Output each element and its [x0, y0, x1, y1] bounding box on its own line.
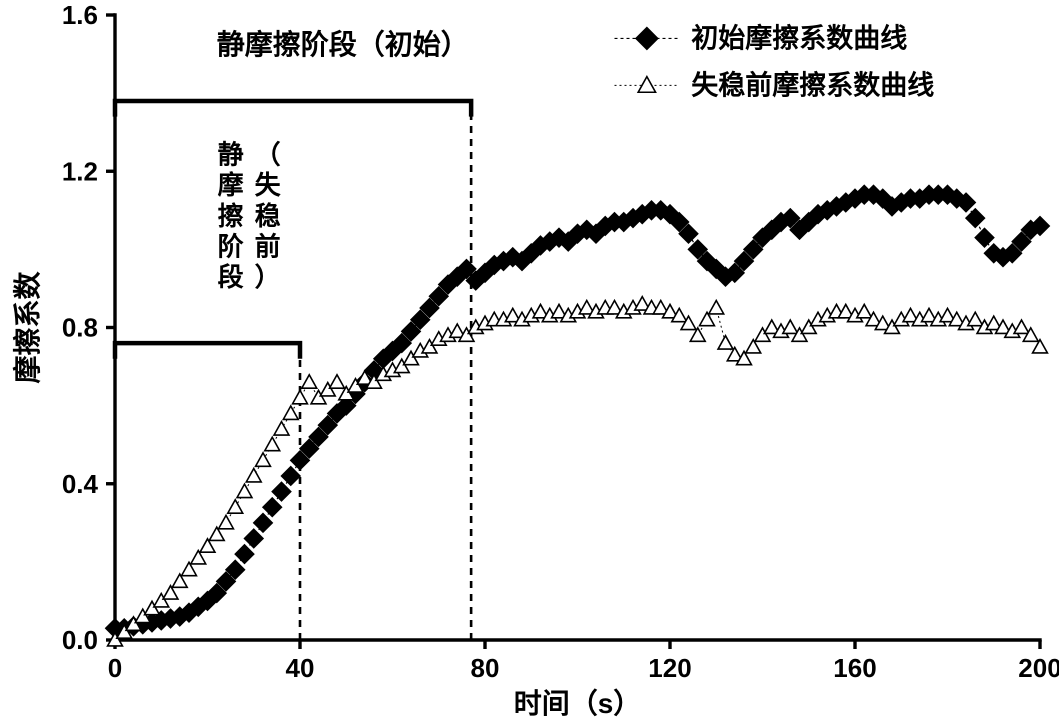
svg-text:段: 段	[218, 262, 244, 292]
svg-text:前: 前	[255, 231, 281, 261]
svg-text:擦: 擦	[218, 201, 244, 231]
svg-text:稳: 稳	[255, 201, 281, 231]
anno-preinst-col1: 静摩擦阶段	[218, 139, 244, 292]
anno-preinst-col2: （失稳前）	[255, 139, 282, 292]
svg-text:（: （	[255, 139, 281, 169]
svg-text:静: 静	[218, 139, 244, 169]
x-tick-label: 200	[1018, 653, 1059, 683]
x-tick-label: 40	[286, 653, 315, 683]
y-tick-label: 0.8	[62, 313, 98, 343]
legend-label-initial: 初始摩擦系数曲线	[691, 22, 907, 53]
y-tick-label: 1.2	[62, 156, 98, 186]
x-tick-label: 160	[833, 653, 876, 683]
friction-chart: 0 40 80 120 160 200 0.0 0.4 0.8 1.2 1.6 时间（s） 摩擦系数 静摩…	[0, 0, 1059, 717]
y-axis-label: 摩擦系数	[11, 271, 43, 384]
x-tick-label: 120	[648, 653, 691, 683]
y-tick-label: 0.4	[62, 469, 99, 499]
y-tick-label: 0.0	[62, 625, 98, 655]
svg-text:摩: 摩	[218, 170, 244, 200]
y-tick-label: 1.6	[62, 0, 98, 30]
svg-text:阶: 阶	[218, 231, 244, 261]
legend-label-preinstability: 失稳前摩擦系数曲线	[691, 69, 934, 100]
x-tick-label: 0	[108, 653, 122, 683]
chart-container: 0 40 80 120 160 200 0.0 0.4 0.8 1.2 1.6 时间（s） 摩擦系数 静摩…	[0, 0, 1059, 717]
svg-text:失: 失	[255, 170, 282, 200]
x-tick-label: 80	[471, 653, 500, 683]
svg-text:）: ）	[255, 262, 281, 292]
x-axis-label: 时间（s）	[514, 687, 642, 717]
anno-initial-stage: 静摩擦阶段（初始）	[217, 28, 469, 60]
